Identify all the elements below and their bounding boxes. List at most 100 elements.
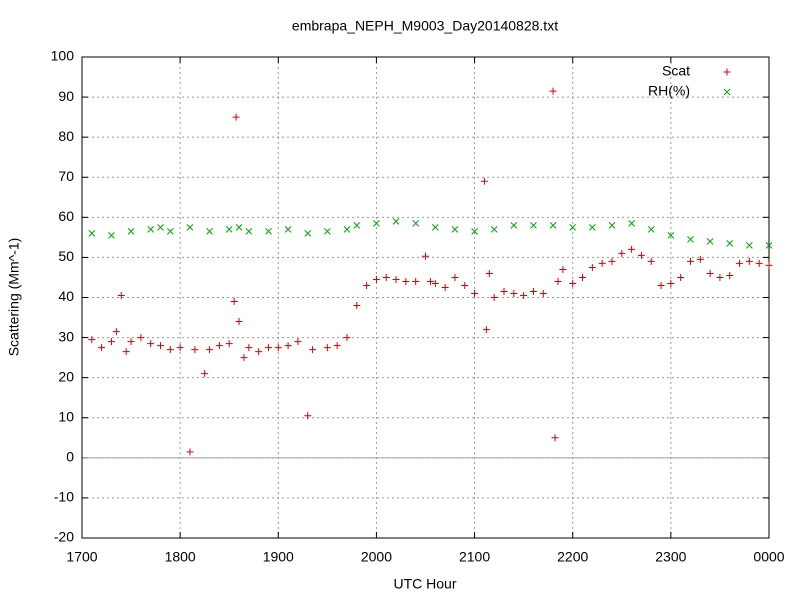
x-tick-label: 2100 xyxy=(459,549,490,565)
point xyxy=(137,334,145,342)
x-tick-label: 1700 xyxy=(66,549,97,565)
point xyxy=(392,275,400,283)
point xyxy=(353,221,361,229)
point xyxy=(122,348,130,356)
legend-marker xyxy=(723,88,731,96)
point xyxy=(166,228,174,235)
point xyxy=(402,277,410,285)
point xyxy=(240,354,248,362)
point xyxy=(647,257,655,265)
point xyxy=(304,412,312,420)
point xyxy=(88,336,96,344)
point xyxy=(426,277,434,285)
point xyxy=(235,224,243,231)
point xyxy=(353,302,361,310)
point xyxy=(569,224,577,231)
point xyxy=(618,249,626,257)
point xyxy=(215,342,223,350)
point xyxy=(372,275,380,283)
point xyxy=(382,273,390,281)
x-tick-label: 0000 xyxy=(753,549,784,565)
point xyxy=(628,219,635,227)
point xyxy=(230,298,238,306)
legend-label: RH(%) xyxy=(648,83,690,99)
point xyxy=(186,448,194,456)
point xyxy=(186,224,194,231)
point xyxy=(461,281,469,289)
y-tick-label: 0 xyxy=(66,449,74,465)
point xyxy=(166,346,174,354)
point xyxy=(127,228,135,235)
point xyxy=(628,245,636,253)
point xyxy=(530,221,537,229)
point xyxy=(667,232,675,239)
point xyxy=(490,294,498,301)
point xyxy=(559,265,567,273)
point xyxy=(500,287,508,295)
y-tick-label: -10 xyxy=(54,489,74,505)
point xyxy=(510,289,518,297)
point xyxy=(471,228,478,235)
point xyxy=(529,287,537,295)
point xyxy=(745,257,753,265)
point xyxy=(201,370,209,378)
point xyxy=(232,113,240,121)
point xyxy=(343,226,351,233)
x-tick-label: 2300 xyxy=(655,549,686,565)
point xyxy=(206,346,214,354)
y-tick-label: 90 xyxy=(58,88,74,104)
point xyxy=(765,261,773,269)
point xyxy=(363,281,371,289)
x-tick-label: 2200 xyxy=(557,549,588,565)
point xyxy=(451,226,459,233)
legend-marker xyxy=(723,68,731,76)
point xyxy=(245,228,253,235)
point xyxy=(191,346,199,354)
point xyxy=(324,228,331,235)
y-tick-label: 30 xyxy=(58,328,74,344)
point xyxy=(255,348,263,356)
point xyxy=(746,242,753,249)
point xyxy=(323,344,331,352)
point xyxy=(431,279,439,287)
chart-title: embrapa_NEPH_M9003_Day20140828.txt xyxy=(292,18,558,34)
point xyxy=(127,338,135,346)
y-tick-label: 70 xyxy=(58,168,74,184)
point xyxy=(88,230,96,237)
point xyxy=(147,226,155,233)
point xyxy=(485,269,493,277)
point xyxy=(647,226,655,233)
point xyxy=(392,217,400,225)
point xyxy=(157,342,165,350)
point xyxy=(107,338,115,346)
legend-label: Scat xyxy=(662,63,690,79)
point xyxy=(422,252,429,260)
point xyxy=(657,281,665,289)
point xyxy=(569,279,577,287)
point xyxy=(373,219,380,227)
point xyxy=(480,177,488,185)
point xyxy=(554,277,562,285)
point xyxy=(284,226,292,233)
point xyxy=(441,283,449,291)
point xyxy=(706,238,714,245)
point xyxy=(716,273,724,281)
point xyxy=(687,236,694,243)
point xyxy=(333,342,341,350)
x-axis-label: UTC Hour xyxy=(393,576,456,592)
point xyxy=(265,228,272,235)
point xyxy=(706,269,714,277)
point xyxy=(736,259,744,267)
point xyxy=(264,344,272,352)
point xyxy=(490,226,498,233)
y-axis-label: Scattering (Mm^-1) xyxy=(6,238,22,357)
point xyxy=(98,344,106,352)
point xyxy=(579,273,587,281)
point xyxy=(309,346,317,354)
point xyxy=(696,255,704,263)
point xyxy=(157,224,164,231)
y-tick-label: -20 xyxy=(54,529,74,545)
point xyxy=(412,277,420,285)
point xyxy=(637,251,645,259)
